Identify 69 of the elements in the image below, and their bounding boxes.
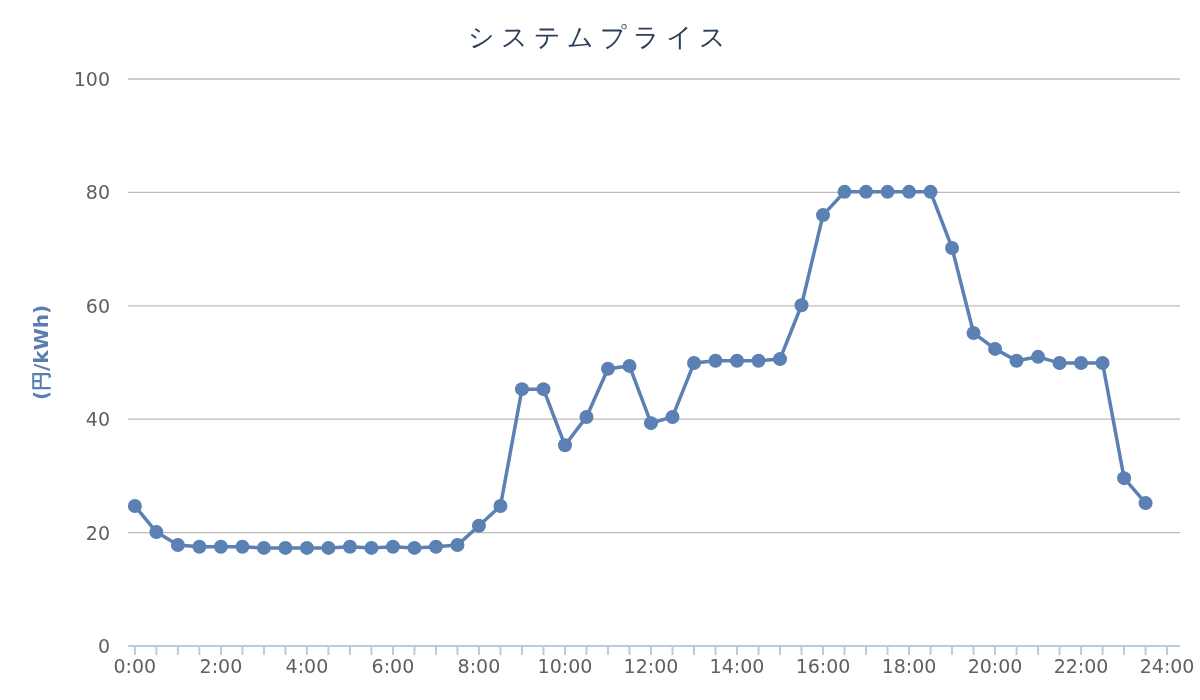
x-tick-label: 14:00 — [709, 655, 765, 677]
x-tick-label: 12:00 — [623, 655, 679, 677]
point — [213, 539, 228, 554]
x-tick-label: 6:00 — [371, 655, 415, 677]
y-tick-label: 100 — [73, 68, 110, 90]
point — [600, 361, 615, 376]
y-tick-label: 20 — [85, 521, 110, 544]
point — [751, 353, 766, 368]
point — [945, 240, 960, 255]
point — [428, 539, 443, 554]
point — [1095, 356, 1110, 371]
y-tick-label: 60 — [85, 294, 110, 317]
point — [407, 540, 422, 555]
point — [837, 184, 852, 199]
x-tick-label: 0:00 — [113, 655, 157, 677]
point — [471, 518, 486, 533]
point — [773, 352, 788, 367]
point — [235, 539, 250, 554]
y-axis-title: (円/kWh) — [29, 304, 53, 401]
point — [321, 540, 336, 555]
x-tick-label: 24:00 — [1139, 655, 1195, 677]
point — [902, 184, 917, 199]
point — [514, 382, 529, 397]
point — [1117, 471, 1132, 486]
point — [643, 416, 658, 431]
point — [299, 540, 314, 555]
point — [127, 498, 142, 513]
x-tick-label: 8:00 — [457, 655, 501, 677]
x-tick-label: 22:00 — [1053, 655, 1109, 677]
point — [1052, 356, 1067, 371]
point — [923, 184, 938, 199]
point — [708, 353, 723, 368]
y-tick-label: 80 — [85, 181, 110, 204]
y-tick-label: 0 — [97, 635, 110, 657]
y-tick-label: 40 — [85, 408, 110, 431]
point — [557, 438, 572, 453]
x-tick-label: 16:00 — [795, 655, 851, 677]
x-tick-label: 4:00 — [285, 655, 329, 677]
point — [1074, 356, 1089, 371]
point — [278, 540, 293, 555]
point — [149, 525, 164, 540]
point — [256, 540, 271, 555]
point — [880, 184, 895, 199]
x-tick-label: 10:00 — [537, 655, 593, 677]
point — [816, 208, 831, 223]
point — [1031, 349, 1046, 364]
point — [192, 539, 207, 554]
point — [342, 539, 357, 554]
point — [859, 184, 874, 199]
point — [966, 326, 981, 341]
point — [385, 539, 400, 554]
x-tick-label: 18:00 — [881, 655, 937, 677]
point — [450, 538, 465, 553]
point — [687, 356, 701, 371]
point — [579, 409, 594, 424]
point — [622, 358, 637, 373]
point — [493, 498, 508, 513]
point — [665, 409, 680, 424]
point — [364, 540, 379, 555]
point — [170, 538, 185, 553]
point — [794, 298, 809, 313]
x-tick-label: 2:00 — [199, 655, 243, 677]
point — [536, 382, 551, 397]
point — [730, 353, 745, 368]
point — [988, 341, 1003, 356]
x-tick-label: 20:00 — [967, 655, 1023, 677]
point — [1138, 496, 1153, 511]
chart-title: システムプライス — [468, 22, 732, 52]
point — [1009, 353, 1024, 368]
